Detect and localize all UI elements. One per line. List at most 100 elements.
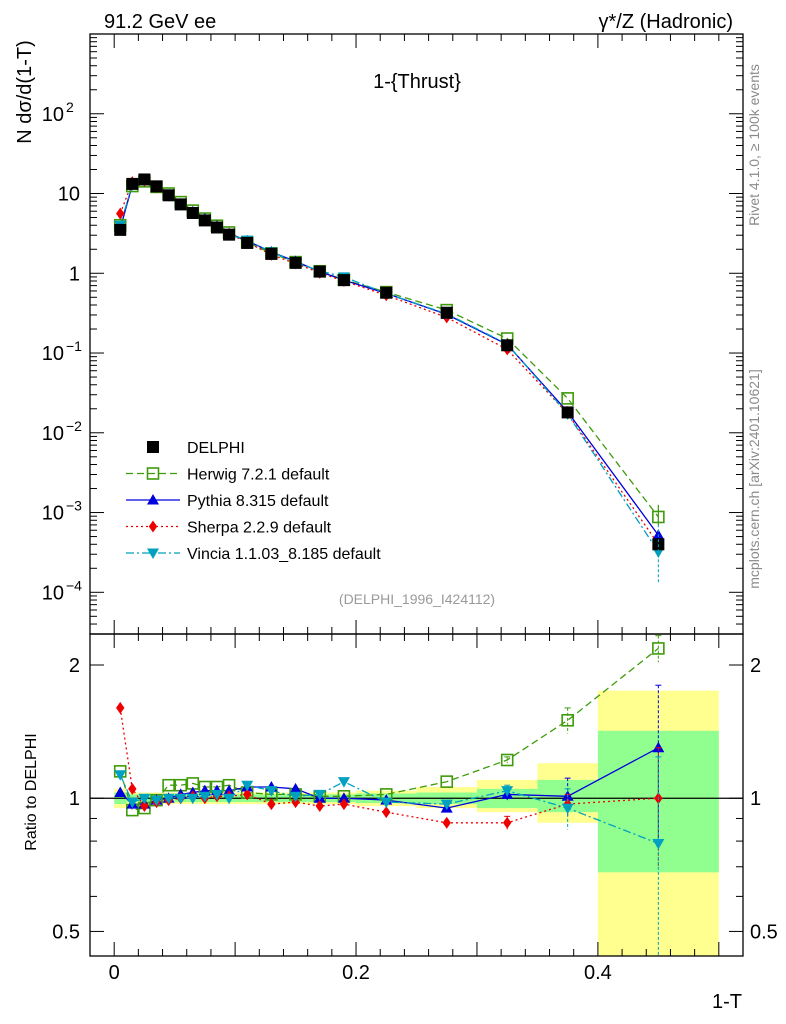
header-left: 91.2 GeV ee [104,11,216,33]
main-point-data-10 [241,236,254,249]
main-ytick-label-6: 10 [42,104,64,126]
ratio-point-vincia-0 [114,770,127,781]
ratio-point-sherpa-14 [339,798,349,811]
ratio-point-sherpa-11 [267,798,276,811]
ratio-xtick-label-0: 0 [109,962,120,984]
main-point-data-0 [114,223,127,236]
ratio-point-vincia-3 [150,795,163,807]
main-line-vincia [119,178,659,553]
ratio-point-vincia-4 [162,793,175,805]
ratio-point-vincia-1 [126,797,139,809]
ratio-point-vincia-10 [241,780,254,792]
main-point-data-12 [289,256,302,269]
ratio-point-sherpa-17 [502,816,512,829]
ratio-ylabel: Ratio to DELPHI [23,733,40,850]
main-title: 1-{Thrust} [373,71,461,93]
main-ytick-label-5: 10 [58,184,80,206]
main-ytick-exp-6: 2 [66,99,74,115]
legend-marker-herwig [146,467,160,480]
ratio-ytick-label-left-0: 0.5 [52,921,80,943]
ratio-ytick-label-right-1: 1 [750,788,761,810]
main-point-data-15 [380,286,393,299]
legend-label-pythia: Pythia 8.315 default [187,493,329,510]
main-point-data-6 [186,206,199,219]
ratio-point-sherpa-0 [116,701,125,714]
main-ytick-label-1: 10 [42,503,64,525]
ratio-ytick-label-left-1: 1 [69,788,80,810]
legend-label-herwig: Herwig 7.2.1 default [187,467,330,484]
ratio-point-vincia-2 [138,793,151,805]
main-point-data-8 [210,221,223,234]
main-ytick-exp-3: −1 [66,338,82,354]
ratio-axes: 0.5 0.5 1 1 2 2 0 0.2 0.4 [52,634,778,984]
main-point-data-3 [150,180,163,193]
ratio-point-sherpa-15 [382,806,391,819]
ratio-point-vincia-8 [210,789,223,801]
main-ylabel: N dσ/d(1-T) [14,40,36,143]
main-point-data-2 [138,173,151,186]
main-series-markers [113,173,665,584]
main-ytick-label-2: 10 [42,423,64,445]
legend-label-sherpa: Sherpa 2.2.9 default [187,520,332,537]
main-ytick-label-0: 10 [42,582,64,604]
ratio-point-vincia-7 [198,791,211,803]
ratio-line-sherpa [119,707,659,824]
analysis-id: (DELPHI_1996_I424112) [339,591,495,607]
ratio-xtick-label-1: 0.2 [342,962,370,984]
main-point-data-1 [126,177,139,190]
legend-marker-vincia [147,548,159,559]
ratio-ytick-label-right-2: 2 [750,655,761,677]
main-point-data-5 [174,198,187,211]
ratio-point-vincia-19 [652,839,665,850]
legend-label-data: DELPHI [187,440,245,457]
main-point-sherpa-0 [116,207,125,220]
ratio-point-vincia-9 [223,793,236,805]
ratio-point-sherpa-2 [140,800,149,813]
legend-label-vincia: Vincia 1.1.03_8.185 default [187,546,381,563]
ratio-point-sherpa-16 [442,816,451,829]
ratio-xlabel: 1-T [712,991,742,1013]
ratio-line-vincia [119,774,659,845]
ratio-ytick-label-left-2: 2 [69,655,80,677]
main-ytick-exp-0: −4 [66,577,82,593]
main-point-data-14 [337,274,350,287]
ratio-point-vincia-16 [440,799,453,811]
mcplots-label: mcplots.cern.ch [arXiv:2401.10621] [746,369,762,588]
ratio-point-herwig-16 [440,775,454,788]
main-plot-frame [89,33,744,635]
ratio-point-vincia-6 [186,793,199,805]
ratio-point-sherpa-10 [243,788,252,801]
ratio-point-pythia-12 [289,782,302,794]
header-right: γ*/Z (Hadronic) [599,11,733,33]
main-point-data-4 [162,189,175,202]
ratio-ytick-label-right-0: 0.5 [750,921,778,943]
ratio-point-vincia-13 [313,789,326,801]
ratio-point-sherpa-1 [128,782,137,795]
main-ytick-label-4: 1 [69,263,80,285]
ratio-uncertainty-bands [90,690,743,956]
ratio-point-herwig-19 [652,642,665,655]
main-point-data-13 [313,265,326,278]
legend-marker-pythia [147,494,159,505]
main-point-data-7 [198,214,211,227]
ratio-point-vincia-12 [289,791,302,803]
main-point-data-17 [501,339,514,352]
main-ytick-exp-1: −3 [66,498,82,514]
ratio-point-pythia-0 [114,786,127,798]
legend-marker-sherpa [148,520,158,533]
ratio-point-pythia-9 [223,784,236,796]
ratio-point-herwig-18 [561,713,574,727]
main-point-herwig-18 [561,392,574,405]
ratio-xtick-label-2: 0.4 [584,962,612,984]
ratio-point-vincia-15 [380,797,393,809]
ratio-point-pythia-14 [337,792,350,803]
main-point-data-18 [561,406,574,419]
main-point-data-11 [265,247,278,260]
ratio-point-sherpa-13 [315,800,324,813]
main-ytick-label-3: 10 [42,343,64,365]
main-ytick-exp-2: −2 [66,418,82,434]
ratio-point-herwig-4 [162,778,175,792]
rivet-label: Rivet 4.1.0, ≥ 100k events [746,64,762,226]
